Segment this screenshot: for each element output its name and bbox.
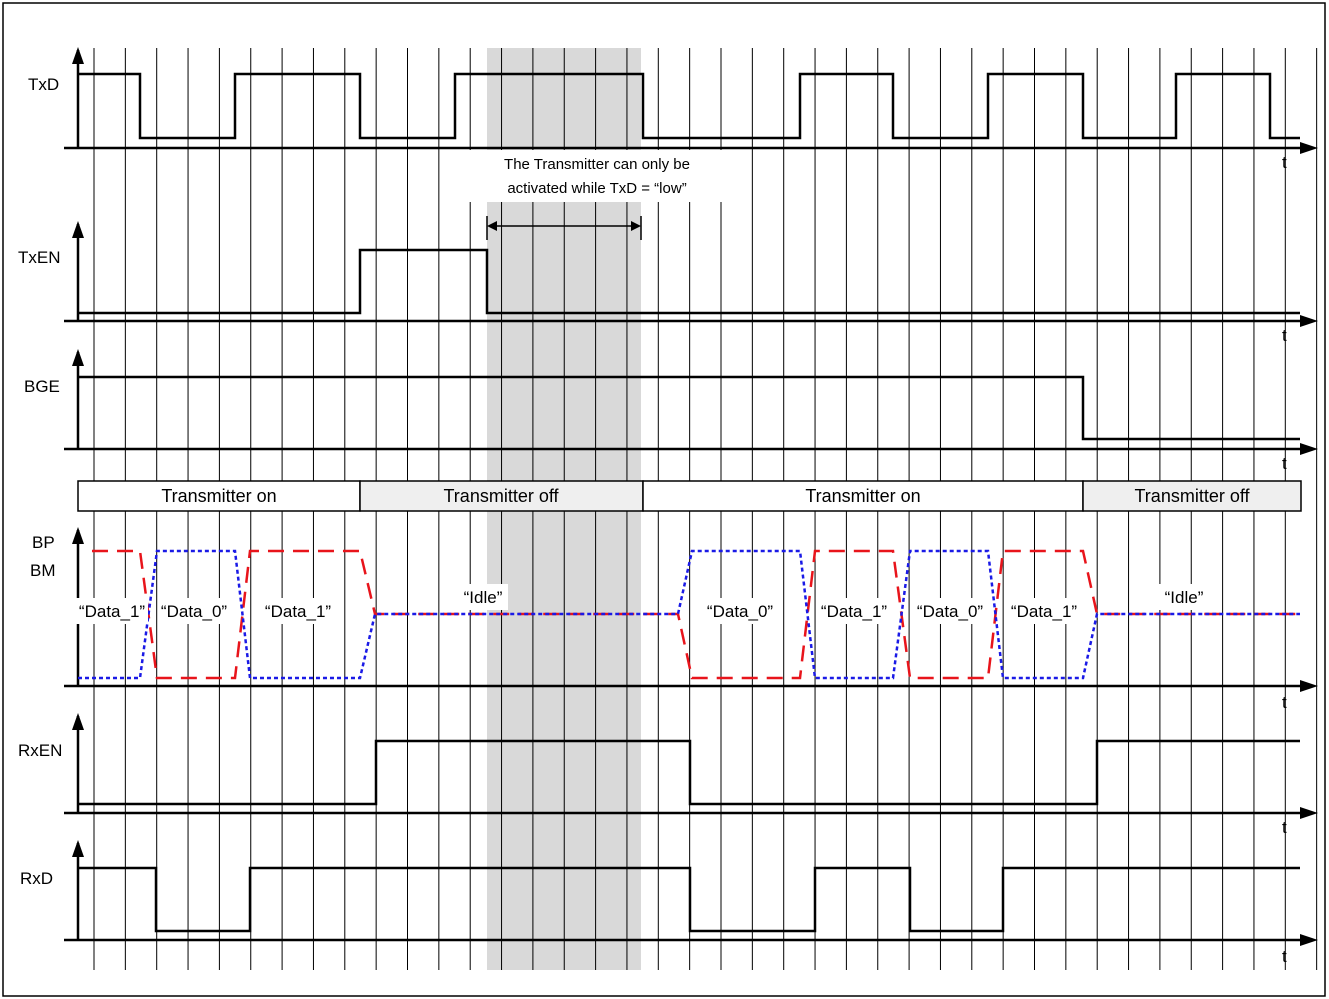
bge-t-label: t <box>1282 454 1287 473</box>
label-bg <box>76 598 148 624</box>
bus-symbol-label: “Data_0” <box>917 602 983 621</box>
txen-t-label: t <box>1282 326 1287 345</box>
label-bg <box>158 598 230 624</box>
txen-track: TxEN t <box>18 221 1318 345</box>
txd-y-arrow <box>72 47 84 64</box>
bus-symbol-label: “Idle” <box>464 588 503 607</box>
bus-symbol-labels: “Data_1” “Data_0” “Data_1” “Idle” “Data_… <box>76 584 1209 624</box>
label-bg <box>458 584 508 610</box>
label-bg <box>704 598 776 624</box>
txd-track: TxD t <box>28 47 1318 172</box>
annotation-arrowhead-left <box>487 221 497 231</box>
bge-track: BGE t <box>24 349 1318 473</box>
bus-symbol-label: “Data_1” <box>79 602 145 621</box>
label-bg <box>818 598 890 624</box>
state-label: Transmitter on <box>805 486 920 506</box>
state-label: Transmitter on <box>161 486 276 506</box>
txen-waveform <box>78 248 1300 315</box>
rxd-t-label: t <box>1282 947 1287 966</box>
txen-label: TxEN <box>18 248 61 267</box>
state-label: Transmitter off <box>1134 486 1250 506</box>
annotation-line-1: The Transmitter can only be <box>504 156 690 173</box>
activation-annotation: The Transmitter can only be activated wh… <box>466 150 728 240</box>
bge-y-arrow <box>72 349 84 366</box>
label-bg <box>1159 584 1209 610</box>
txd-t-label: t <box>1282 153 1287 172</box>
rxd-label: RxD <box>20 869 53 888</box>
annotation-line-2: activated while TxD = “low” <box>507 180 686 197</box>
label-bg <box>914 598 986 624</box>
bge-t-arrow <box>1300 443 1318 455</box>
label-bg <box>1008 598 1080 624</box>
rxen-waveform <box>78 739 1300 806</box>
txen-t-arrow <box>1300 315 1318 327</box>
bus-y-arrow <box>72 527 84 544</box>
rxd-y-arrow <box>72 840 84 857</box>
bm-label: BM <box>30 561 56 580</box>
transmitter-state-bar: Transmitter on Transmitter off Transmitt… <box>77 480 1302 512</box>
rxd-track: RxD t <box>20 840 1318 966</box>
state-cell <box>77 480 361 512</box>
label-bg <box>262 598 334 624</box>
bus-t-label: t <box>1282 693 1287 712</box>
bus-symbol-label: “Data_1” <box>821 602 887 621</box>
annotation-box <box>466 150 728 202</box>
bge-label: BGE <box>24 377 60 396</box>
bus-symbol-label: “Idle” <box>1165 588 1204 607</box>
bp-waveform <box>92 549 1300 680</box>
state-cell <box>1082 480 1302 512</box>
rxen-t-arrow <box>1300 807 1318 819</box>
rxen-track: RxEN t <box>18 713 1318 837</box>
bge-waveform <box>78 375 1300 441</box>
state-label: Transmitter off <box>443 486 559 506</box>
rxen-t-label: t <box>1282 818 1287 837</box>
bus-track: BP BM t “Data_1” “Data_0” “Data_1” “Idle… <box>30 527 1318 712</box>
annotation-arrowhead-right <box>631 221 641 231</box>
txd-t-arrow <box>1300 142 1318 154</box>
rxen-y-arrow <box>72 713 84 730</box>
bus-t-arrow <box>1300 680 1318 692</box>
bus-symbol-label: “Data_0” <box>161 602 227 621</box>
bus-symbol-label: “Data_1” <box>265 602 331 621</box>
txd-waveform <box>78 72 1300 140</box>
bm-waveform <box>78 549 1300 680</box>
rxd-t-arrow <box>1300 934 1318 946</box>
bus-symbol-label: “Data_0” <box>707 602 773 621</box>
bus-symbol-label: “Data_1” <box>1011 602 1077 621</box>
txen-y-arrow <box>72 221 84 238</box>
rxen-label: RxEN <box>18 741 62 760</box>
rxd-waveform <box>78 866 1300 933</box>
txd-label: TxD <box>28 75 59 94</box>
bp-label: BP <box>32 533 55 552</box>
